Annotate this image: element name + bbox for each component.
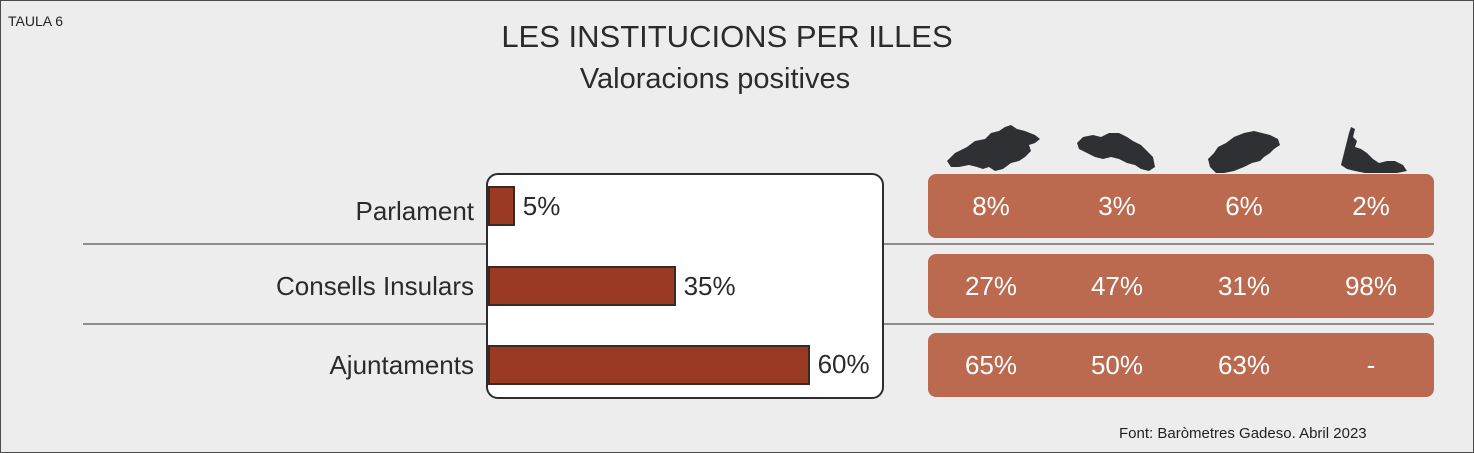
bar-value-label: 35% (683, 271, 736, 301)
table-id: TAULA 6 (8, 13, 63, 29)
chart-title: LES INSTITUCIONS PER ILLES (501, 19, 953, 54)
category-label: Parlament (355, 196, 475, 226)
island-value: 98% (1344, 271, 1398, 301)
bar-value-label: 5% (522, 191, 561, 221)
category-label: Consells Insulars (276, 271, 474, 301)
island-value: 8% (972, 191, 1010, 221)
islands-row-parlament: 8% 3% 6% 2% (928, 174, 1434, 238)
island-value: 2% (1352, 191, 1390, 221)
island-value: 3% (1098, 191, 1136, 221)
island-value: 63% (1217, 350, 1271, 380)
category-label: Ajuntaments (329, 350, 474, 380)
mallorca-island-icon (947, 125, 1040, 171)
island-value: - (1366, 350, 1376, 380)
islands-row-consells-insulars: 27% 47% 31% 98% (928, 254, 1434, 318)
island-value: 47% (1090, 271, 1144, 301)
island-value: 27% (964, 271, 1018, 301)
bar-ajuntaments (488, 345, 810, 385)
source-note: Font: Baròmetres Gadeso. Abril 2023 (1119, 425, 1367, 442)
formentera-island-icon (1341, 127, 1407, 173)
bar-consells-insulars (488, 266, 676, 306)
menorca-island-icon (1077, 133, 1155, 171)
bar-value-label: 60% (817, 349, 870, 379)
chart-subtitle: Valoracions positives (579, 63, 851, 95)
eivissa-island-icon (1208, 131, 1280, 173)
island-value: 50% (1090, 350, 1144, 380)
island-value: 6% (1225, 191, 1263, 221)
islands-row-ajuntaments: 65% 50% 63% - (928, 333, 1434, 397)
island-value: 65% (964, 350, 1018, 380)
island-value: 31% (1217, 271, 1271, 301)
bar-parlament (488, 186, 515, 226)
